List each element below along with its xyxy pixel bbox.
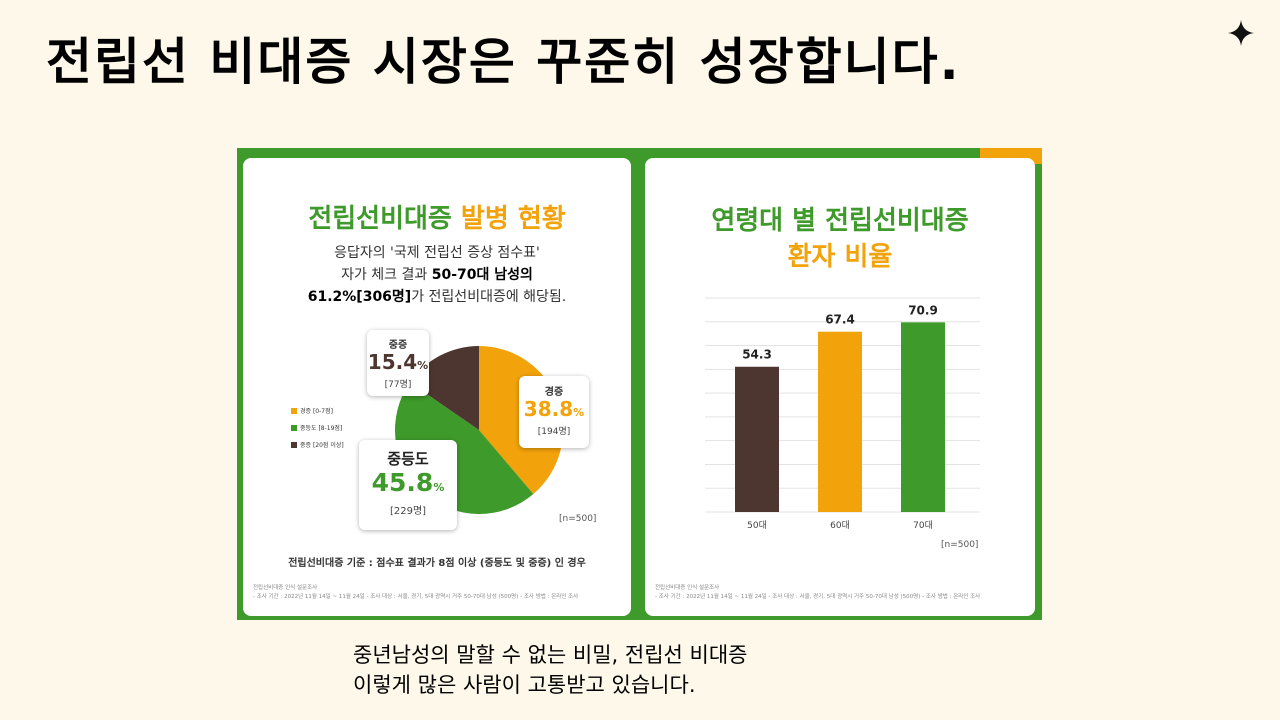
slide-caption: 중년남성의 말할 수 없는 비밀, 전립선 비대증 이렇게 많은 사람이 고통받…: [353, 643, 748, 697]
pie-legend: 경증 [0-7점] 중등도 [8-19점] 중증 [20점 이상]: [291, 406, 344, 457]
pie-panel-title: 전립선비대증 발병 현황: [308, 204, 566, 234]
sparkle-icon: [1228, 20, 1254, 46]
bar-50대: [735, 366, 779, 512]
bar-value-label: 54.3: [742, 348, 772, 362]
pie-chart-panel: 전립선비대증 발병 현황 응답자의 '국제 전립선 증상 점수표' 자가 체크 …: [243, 158, 631, 616]
category-label: 70대: [913, 520, 933, 531]
criteria-note: 전립선비대증 기준 : 점수표 결과가 8점 이상 (중등도 및 중증) 인 경…: [288, 558, 586, 569]
legend-item-moderate: 중등도 [8-19점]: [291, 423, 344, 432]
bar-sample-note: [n=500]: [941, 540, 979, 550]
bar-60대: [818, 331, 862, 512]
legend-item-severe: 중증 [20점 이상]: [291, 440, 344, 449]
bar-footnote: 전립선비대증 인식 설문조사 - 조사 기간 : 2022년 11월 14일 ~…: [655, 585, 981, 600]
callout-mild: 경증 38.8% [194명]: [519, 376, 589, 448]
pie-sample-note: [n=500]: [559, 514, 597, 524]
bar-chart-panel: 연령대 별 전립선비대증 환자 비율 54.3 50대 67.4 60대 70.9 70대…: [645, 158, 1035, 616]
callout-severe: 중증 15.4% [77명]: [367, 330, 429, 396]
slide-title: 전립선 비대증 시장은 꾸준히 성장합니다.: [46, 33, 961, 91]
bar-chart: 54.3 50대 67.4 60대 70.9 70대: [705, 297, 980, 531]
bar-panel-title-line2: 환자 비율: [787, 242, 893, 272]
callout-moderate: 중등도 45.8% [229명]: [359, 440, 457, 530]
pie-footnote: 전립선비대증 인식 설문조사 - 조사 기간 : 2022년 11월 14일 ~…: [253, 585, 579, 600]
bar-value-label: 70.9: [908, 303, 938, 317]
infographic-image: 전립선비대증 발병 현황 응답자의 '국제 전립선 증상 점수표' 자가 체크 …: [237, 148, 1042, 620]
bar-panel-title-line1: 연령대 별 전립선비대증: [711, 206, 969, 236]
category-label: 50대: [747, 520, 767, 531]
category-label: 60대: [830, 520, 850, 531]
pie-panel-description: 응답자의 '국제 전립선 증상 점수표' 자가 체크 결과 50-70대 남성의…: [307, 245, 567, 305]
legend-item-mild: 경증 [0-7점]: [291, 406, 344, 415]
bar-70대: [901, 322, 945, 512]
bar-value-label: 67.4: [825, 313, 855, 327]
